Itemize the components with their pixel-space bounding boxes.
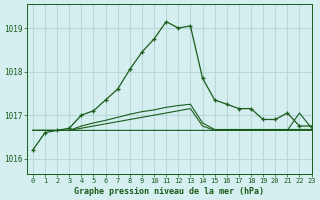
- X-axis label: Graphe pression niveau de la mer (hPa): Graphe pression niveau de la mer (hPa): [74, 187, 264, 196]
